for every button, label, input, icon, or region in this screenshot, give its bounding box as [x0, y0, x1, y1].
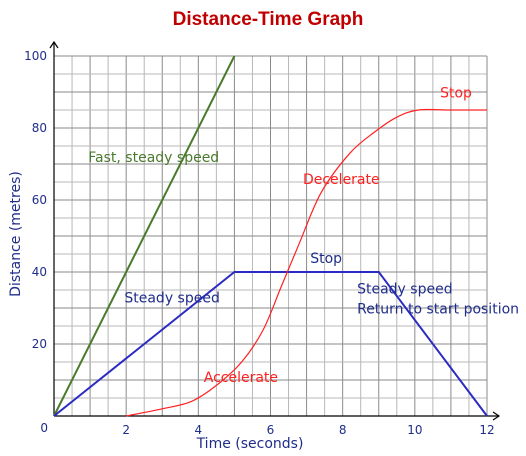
- annotations: Fast, steady speed Steady speed Stop Steady…: [88, 85, 519, 385]
- annotation-label: Return to start position: [357, 301, 519, 317]
- annotation-label: Accelerate: [204, 370, 278, 386]
- series-line-1: [53, 271, 488, 417]
- x-tick-label: 2: [122, 423, 130, 437]
- annotation-label: Stop: [440, 85, 472, 101]
- x-axis-label: Time (seconds): [196, 436, 304, 452]
- y-axis-arrow: [49, 40, 59, 49]
- x-tick-label: 12: [479, 423, 494, 437]
- annotation-label: Stop: [310, 251, 342, 267]
- x-tick-label: 6: [267, 423, 275, 437]
- annotation-label: Steady speed: [124, 291, 219, 307]
- x-tick-label: 4: [195, 423, 203, 437]
- y-tick-label: 80: [32, 121, 47, 135]
- origin-label: 0: [40, 421, 48, 435]
- x-tick-label: 10: [407, 423, 422, 437]
- annotation-label: Decelerate: [303, 172, 380, 188]
- series-lines: [53, 55, 488, 417]
- annotation-label: Steady speed: [357, 282, 452, 298]
- chart-title: Distance-Time Graph: [173, 9, 364, 30]
- tick-labels: 2 4 6 8 10 12 20 40 60 80 100 0: [24, 49, 495, 437]
- axes: [49, 40, 501, 421]
- x-axis-arrow: [492, 411, 501, 421]
- grid: [53, 55, 488, 417]
- annotation-label: Fast, steady speed: [88, 150, 219, 166]
- y-axis-label: Distance (metres): [8, 171, 24, 297]
- y-tick-label: 60: [32, 193, 47, 207]
- y-tick-label: 100: [24, 49, 47, 63]
- y-tick-label: 40: [32, 265, 47, 279]
- series-line-0: [53, 55, 236, 417]
- x-tick-label: 8: [339, 423, 347, 437]
- series-line-2: [126, 108, 487, 417]
- y-tick-label: 20: [32, 337, 47, 351]
